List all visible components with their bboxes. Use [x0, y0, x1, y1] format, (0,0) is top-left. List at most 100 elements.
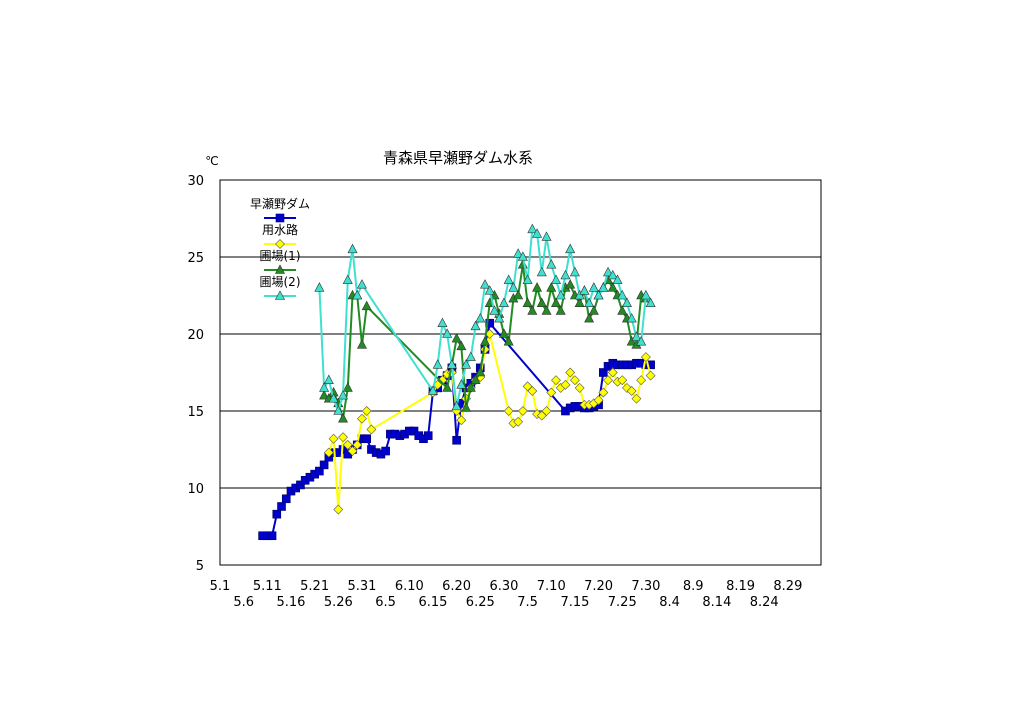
data-point — [361, 300, 372, 311]
data-point — [484, 285, 495, 295]
x-tick-label: 6.5 — [375, 595, 396, 610]
data-point — [281, 494, 291, 504]
x-tick-label: 6.25 — [466, 595, 495, 610]
data-point — [475, 312, 486, 323]
data-point — [593, 395, 604, 406]
data-point — [565, 367, 576, 378]
data-point — [338, 432, 348, 443]
chart-title: 青森県早瀬野ダム水系 — [383, 149, 533, 167]
data-point — [513, 416, 524, 427]
data-point — [546, 282, 557, 292]
data-point — [362, 434, 372, 444]
y-tick-label: 20 — [187, 328, 204, 343]
legend-label: 早瀬野ダム — [250, 196, 310, 211]
x-tick-label: 5.31 — [347, 579, 376, 594]
x-tick-label: 8.19 — [726, 579, 755, 594]
data-point — [480, 336, 491, 346]
data-point — [607, 269, 618, 280]
data-point — [631, 331, 642, 341]
data-point — [598, 282, 609, 292]
data-point — [574, 382, 585, 393]
data-point — [461, 402, 472, 412]
data-point — [446, 359, 457, 369]
data-point — [461, 359, 472, 369]
data-point — [342, 439, 353, 450]
data-point — [508, 282, 519, 292]
data-point — [338, 413, 349, 423]
data-point — [522, 297, 533, 308]
data-point — [366, 424, 377, 435]
x-tick-label: 5.26 — [324, 595, 353, 610]
data-point — [470, 374, 481, 385]
data-point — [347, 243, 358, 254]
data-point — [319, 460, 329, 470]
data-point — [442, 328, 453, 338]
data-point — [617, 305, 628, 315]
x-tick-label: 7.15 — [560, 595, 589, 610]
y-axis-ticks: 5 10 15 20 25 30 — [187, 174, 204, 574]
series-4 — [314, 223, 656, 415]
x-tick-label: 8.9 — [683, 579, 704, 594]
data-point — [517, 406, 528, 416]
series-2 — [323, 329, 656, 515]
x-tick-label: 7.5 — [517, 595, 538, 610]
data-point — [626, 312, 637, 323]
data-point — [319, 382, 330, 392]
data-point — [603, 266, 614, 277]
y-tick-label: 25 — [187, 251, 204, 266]
data-point — [503, 406, 514, 416]
legend-marker — [275, 213, 285, 223]
data-point — [465, 351, 476, 361]
data-point — [323, 374, 334, 385]
x-tick-label: 6.20 — [442, 579, 471, 594]
data-point — [636, 375, 647, 386]
legend-marker — [275, 239, 285, 249]
y-tick-label: 15 — [187, 405, 204, 420]
data-point — [314, 282, 325, 292]
data-point — [333, 504, 344, 515]
data-point — [513, 289, 524, 300]
data-point — [333, 405, 344, 415]
data-point — [432, 359, 443, 369]
y-unit-label: ℃ — [205, 154, 218, 168]
y-tick-label: 30 — [187, 174, 204, 189]
data-point — [427, 385, 438, 395]
data-point — [599, 368, 608, 377]
data-point — [357, 413, 367, 424]
data-point — [356, 339, 367, 349]
x-tick-label: 5.16 — [277, 595, 306, 610]
data-point — [323, 447, 334, 458]
data-point — [640, 352, 651, 363]
data-point — [352, 439, 363, 450]
data-point — [645, 297, 656, 308]
data-point — [551, 375, 561, 386]
data-point — [296, 480, 305, 490]
series-layer — [258, 223, 656, 541]
data-point — [598, 387, 609, 398]
data-point — [485, 318, 495, 328]
legend-label: 圃場(1) — [260, 249, 301, 263]
data-point — [361, 406, 372, 416]
data-point — [640, 289, 651, 300]
data-point — [517, 251, 528, 261]
data-point — [347, 446, 358, 456]
plot-area — [219, 179, 822, 566]
data-point — [536, 266, 547, 277]
data-point — [489, 289, 500, 300]
x-tick-label: 8.24 — [750, 595, 779, 610]
data-point — [532, 282, 543, 292]
data-point — [565, 279, 576, 289]
data-point — [584, 312, 595, 323]
data-point — [494, 312, 505, 323]
data-point — [527, 223, 538, 234]
data-point — [381, 446, 390, 456]
data-point — [546, 387, 557, 398]
y-tick-label: 5 — [196, 559, 204, 574]
x-tick-label: 8.29 — [773, 579, 802, 594]
data-point — [612, 274, 623, 284]
data-point — [574, 297, 585, 308]
x-tick-label: 7.30 — [631, 579, 660, 594]
data-point — [442, 382, 453, 392]
data-point — [277, 502, 286, 511]
